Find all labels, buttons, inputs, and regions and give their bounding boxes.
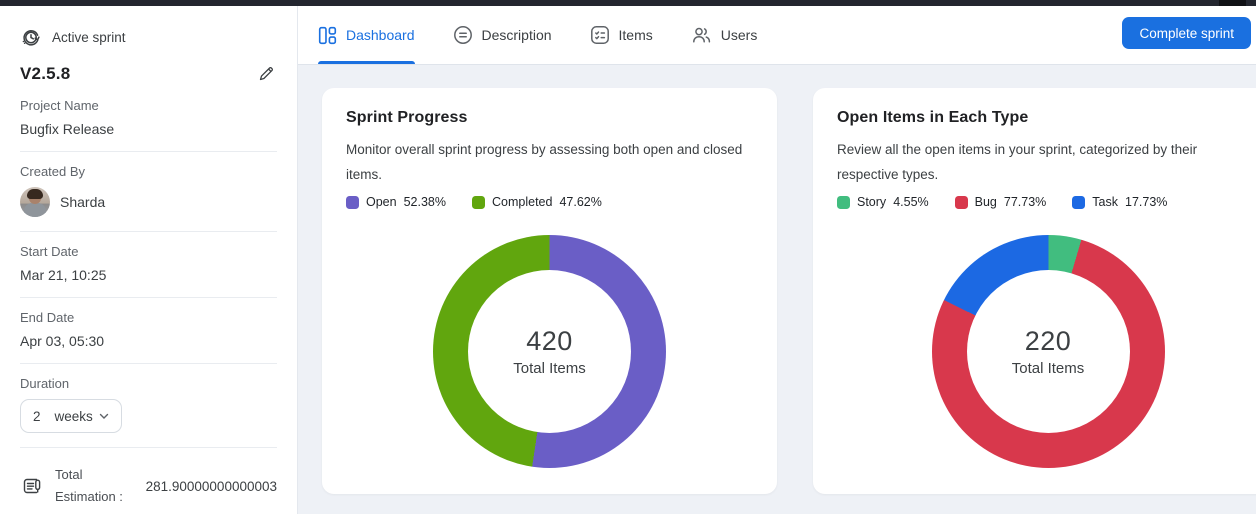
description-icon [453,25,473,45]
tab-dashboard[interactable]: Dashboard [318,6,415,64]
pencil-icon [258,65,275,82]
card-title: Open Items in Each Type [837,109,1029,126]
legend-name: Bug [974,195,997,209]
tab-users-label: Users [720,27,758,43]
legend-pct: 17.73% [1125,195,1168,209]
tab-description[interactable]: Description [453,6,552,64]
created-by-label: Created By [20,164,86,179]
open-items-donut-chart[interactable]: 220 Total Items [931,235,1165,468]
created-by-section: Created By Sharda [20,152,277,232]
creator-name: Sharda [60,194,106,210]
legend-item-completed[interactable]: Completed 47.62% [472,195,602,209]
duration-value[interactable]: 2 [33,408,41,424]
legend-item-task[interactable]: Task 17.73% [1072,195,1167,209]
sprint-progress-card: Sprint Progress Monitor overall sprint p… [322,88,777,494]
chevron-down-icon [99,413,109,420]
donut-center: 420 Total Items [468,270,631,433]
total-items-label: Total Items [1011,360,1085,377]
tab-description-label: Description [481,27,552,43]
total-estimation-value: 281.90000000000003 [145,478,277,494]
total-items-value: 420 [526,326,573,356]
chart-legend: Open 52.38% Completed 47.62% [346,195,753,209]
donut-center: 220 Total Items [966,270,1130,433]
end-date-value: Apr 03, 05:30 [20,333,105,349]
card-title: Sprint Progress [346,109,468,126]
legend-swatch [954,195,968,209]
legend-swatch [472,195,485,209]
tab-items-label: Items [618,27,653,43]
duration-select[interactable]: 2 weeks [20,399,122,433]
legend-swatch [1072,195,1086,209]
active-sprint-label: Active sprint [52,29,126,45]
end-date-section: End Date Apr 03, 05:30 [20,298,277,364]
legend-name: Completed [492,195,553,209]
legend-name: Story [857,195,887,209]
end-date-label: End Date [20,310,75,325]
window-top-strip [0,0,1256,6]
legend-item-open[interactable]: Open 52.38% [346,195,446,209]
legend-swatch [837,195,850,209]
total-items-label: Total Items [513,360,586,377]
legend-swatch [346,195,359,209]
legend-name: Task [1092,195,1118,209]
total-estimation-row: Total Estimation : 281.90000000000003 [20,448,277,508]
sprint-version-title: V2.5.8 [20,63,71,83]
dashboard-content: Sprint Progress Monitor overall sprint p… [298,65,1256,514]
legend-pct: 47.62% [559,195,602,209]
legend-item-story[interactable]: Story 4.55% [837,195,929,209]
project-name-value: Bugfix Release [20,121,115,137]
legend-item-bug[interactable]: Bug 77.73% [954,195,1047,209]
card-subtitle: Monitor overall sprint progress by asses… [346,142,743,182]
tab-items[interactable]: Items [590,6,653,64]
start-date-section: Start Date Mar 21, 10:25 [20,232,277,298]
legend-pct: 77.73% [1003,195,1047,209]
total-estimation-label: Total Estimation : [55,467,123,505]
sprint-sidebar: Active sprint V2.5.8 Project Name Bugfix… [0,6,298,514]
dashboard-icon [318,26,337,45]
estimation-icon [20,474,45,499]
open-items-card: Open Items in Each Type Review all the o… [813,88,1256,494]
duration-section: Duration 2 weeks [20,364,277,448]
duration-unit[interactable]: weeks [54,408,93,424]
duration-label: Duration [20,376,70,391]
card-subtitle: Review all the open items in your sprint… [837,142,1198,182]
project-name-label: Project Name [20,98,99,113]
sprint-top-bar: Dashboard Description [298,6,1256,65]
chart-legend: Story 4.55% Bug 77.73% Task 17.73% [837,195,1256,209]
legend-pct: 52.38% [403,195,446,209]
edit-sprint-button[interactable] [256,63,277,84]
active-sprint-header: Active sprint [20,26,277,48]
tab-dashboard-label: Dashboard [346,27,415,43]
tab-users[interactable]: Users [691,6,758,64]
legend-pct: 4.55% [893,195,929,209]
total-items-value: 220 [1024,326,1072,356]
sprint-tabs: Dashboard Description [298,6,1256,64]
creator-avatar [20,187,50,217]
legend-name: Open [366,195,397,209]
users-icon [691,25,712,45]
sprint-progress-donut-chart[interactable]: 420 Total Items [433,235,666,468]
project-name-section: Project Name Bugfix Release [20,90,277,152]
start-date-value: Mar 21, 10:25 [20,267,107,283]
sprint-cycle-icon [20,26,42,48]
start-date-label: Start Date [20,244,79,259]
items-icon [590,25,610,45]
complete-sprint-button[interactable]: Complete sprint [1122,17,1251,49]
